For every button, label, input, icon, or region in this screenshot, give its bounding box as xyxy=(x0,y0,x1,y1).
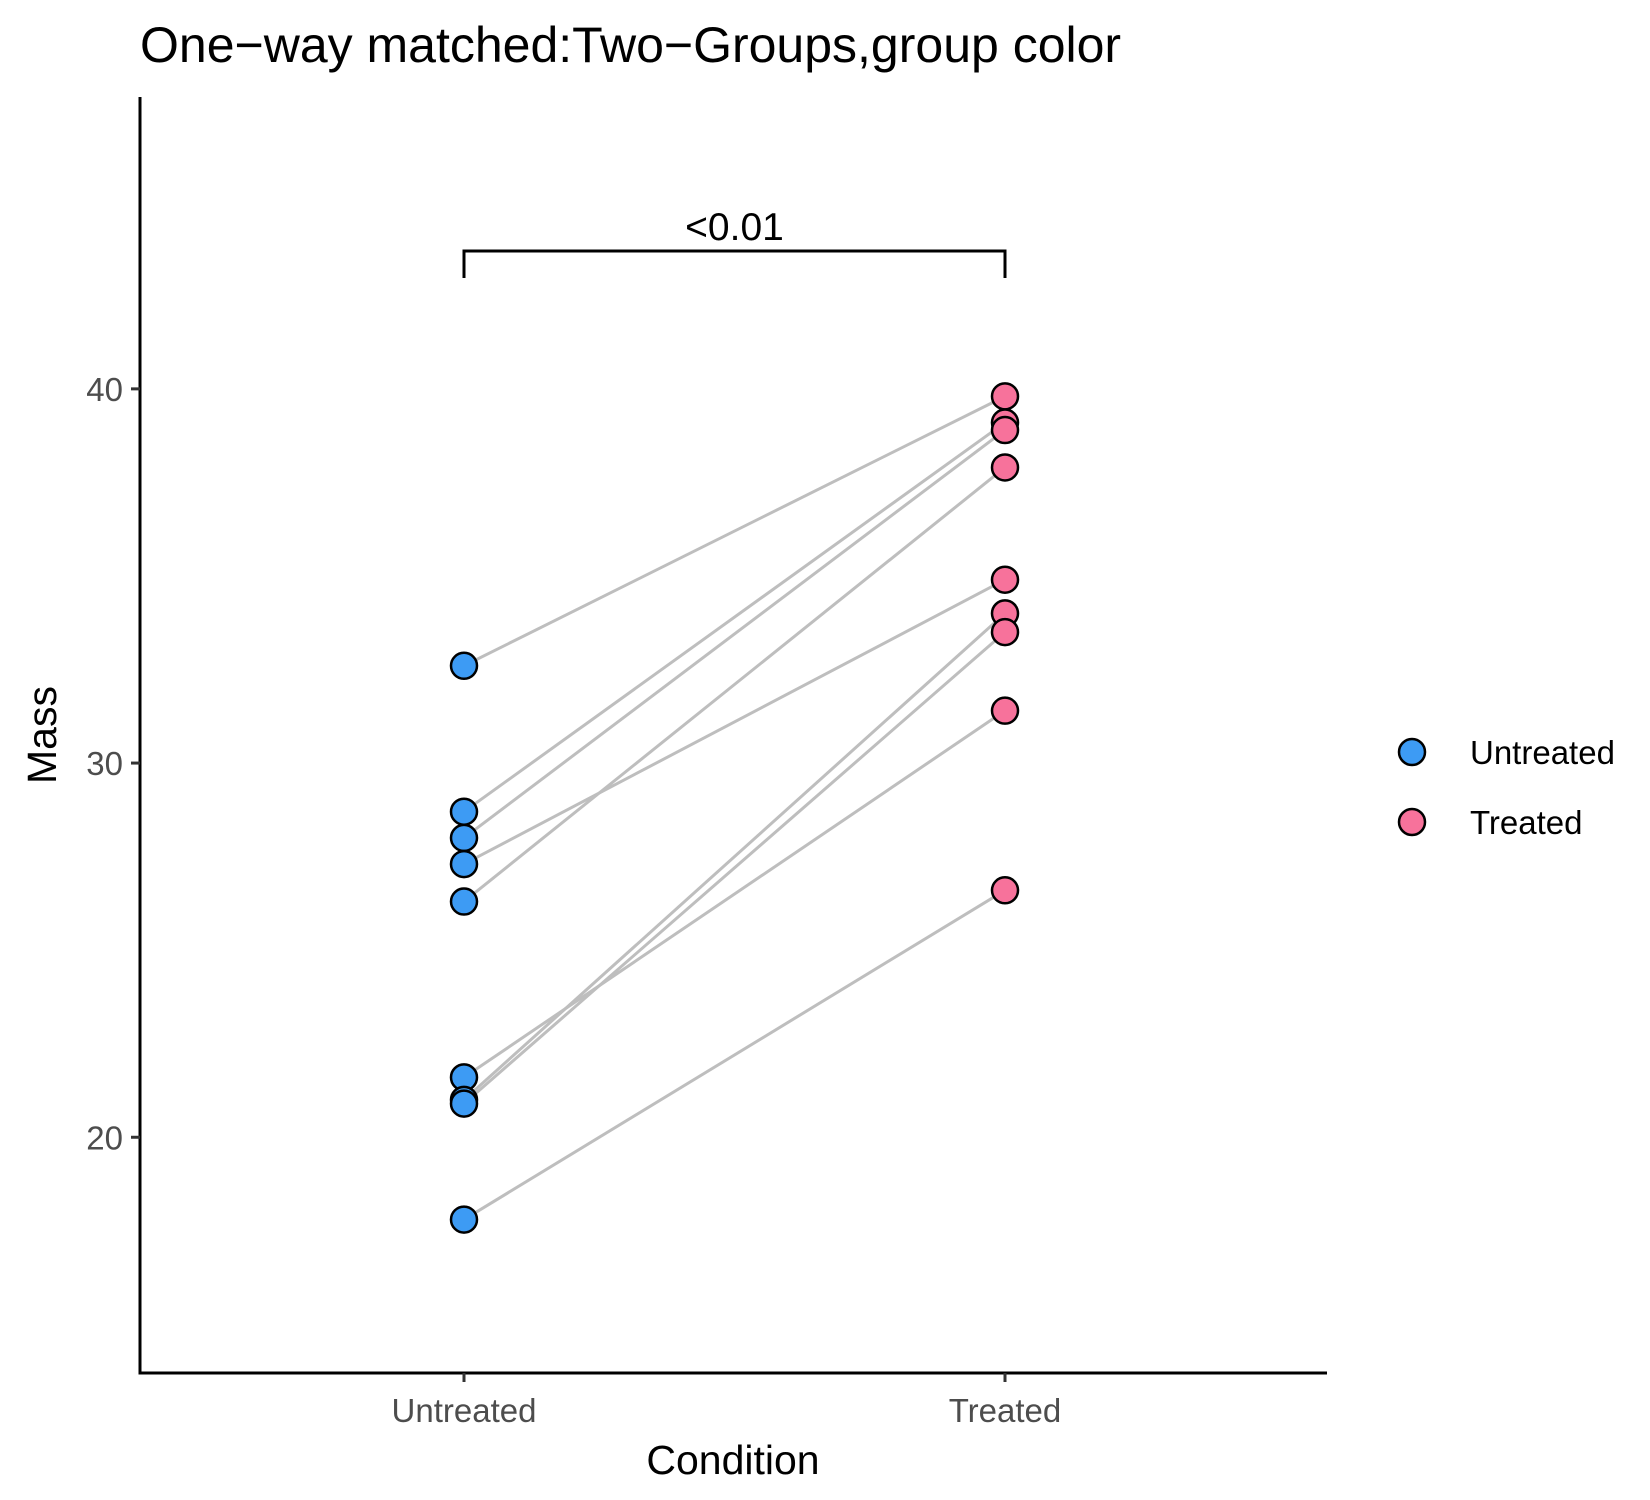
data-point-treated xyxy=(990,453,1020,482)
data-point-treated xyxy=(990,696,1020,725)
pair-connector-line xyxy=(463,466,1006,903)
data-point-treated xyxy=(990,382,1020,411)
pair-connector-line xyxy=(463,709,1006,1079)
x-axis-ticks: Untreated Treated xyxy=(392,1373,1062,1429)
data-point-untreated xyxy=(449,1089,479,1118)
y-tick-label: 40 xyxy=(86,371,123,408)
pair-connector-line xyxy=(462,612,1007,1101)
significance-annotation: <0.01 xyxy=(462,206,1007,278)
connector-lines xyxy=(462,395,1007,1221)
data-point-untreated xyxy=(449,849,479,879)
data-point-untreated xyxy=(449,651,479,681)
y-tick-label: 20 xyxy=(86,1119,123,1156)
data-point-treated xyxy=(990,565,1020,594)
y-axis-ticks: 20 30 40 xyxy=(86,371,140,1156)
pair-connector-line xyxy=(463,395,1006,668)
y-axis-title: Mass xyxy=(19,686,65,784)
data-point-untreated xyxy=(449,797,479,826)
legend: Untreated Treated xyxy=(1397,734,1615,841)
legend-swatch-treated xyxy=(1397,807,1427,837)
data-point-treated xyxy=(990,876,1020,905)
data-point-untreated xyxy=(449,887,479,916)
data-point-untreated xyxy=(449,823,479,853)
chart-title: One−way matched:Two−Groups,group color xyxy=(140,17,1121,73)
pair-connector-line xyxy=(463,889,1006,1221)
pair-connector-line xyxy=(463,421,1006,813)
pair-connector-line xyxy=(463,578,1006,866)
legend-label-treated: Treated xyxy=(1470,804,1583,841)
legend-label-untreated: Untreated xyxy=(1470,734,1615,771)
x-axis-title: Condition xyxy=(646,1437,819,1483)
legend-swatch-untreated xyxy=(1397,737,1427,767)
x-tick-label: Treated xyxy=(949,1392,1062,1429)
data-point-treated xyxy=(990,617,1020,647)
y-tick-label: 30 xyxy=(86,745,123,782)
x-tick-label: Untreated xyxy=(392,1392,537,1429)
data-point-treated xyxy=(990,415,1020,445)
significance-label: <0.01 xyxy=(685,206,784,249)
pair-connector-line xyxy=(463,630,1006,1105)
pair-connector-line xyxy=(463,428,1006,840)
plot-area xyxy=(449,382,1020,1234)
data-points xyxy=(449,382,1020,1234)
significance-bracket xyxy=(462,249,1007,278)
data-point-untreated xyxy=(449,1205,479,1234)
